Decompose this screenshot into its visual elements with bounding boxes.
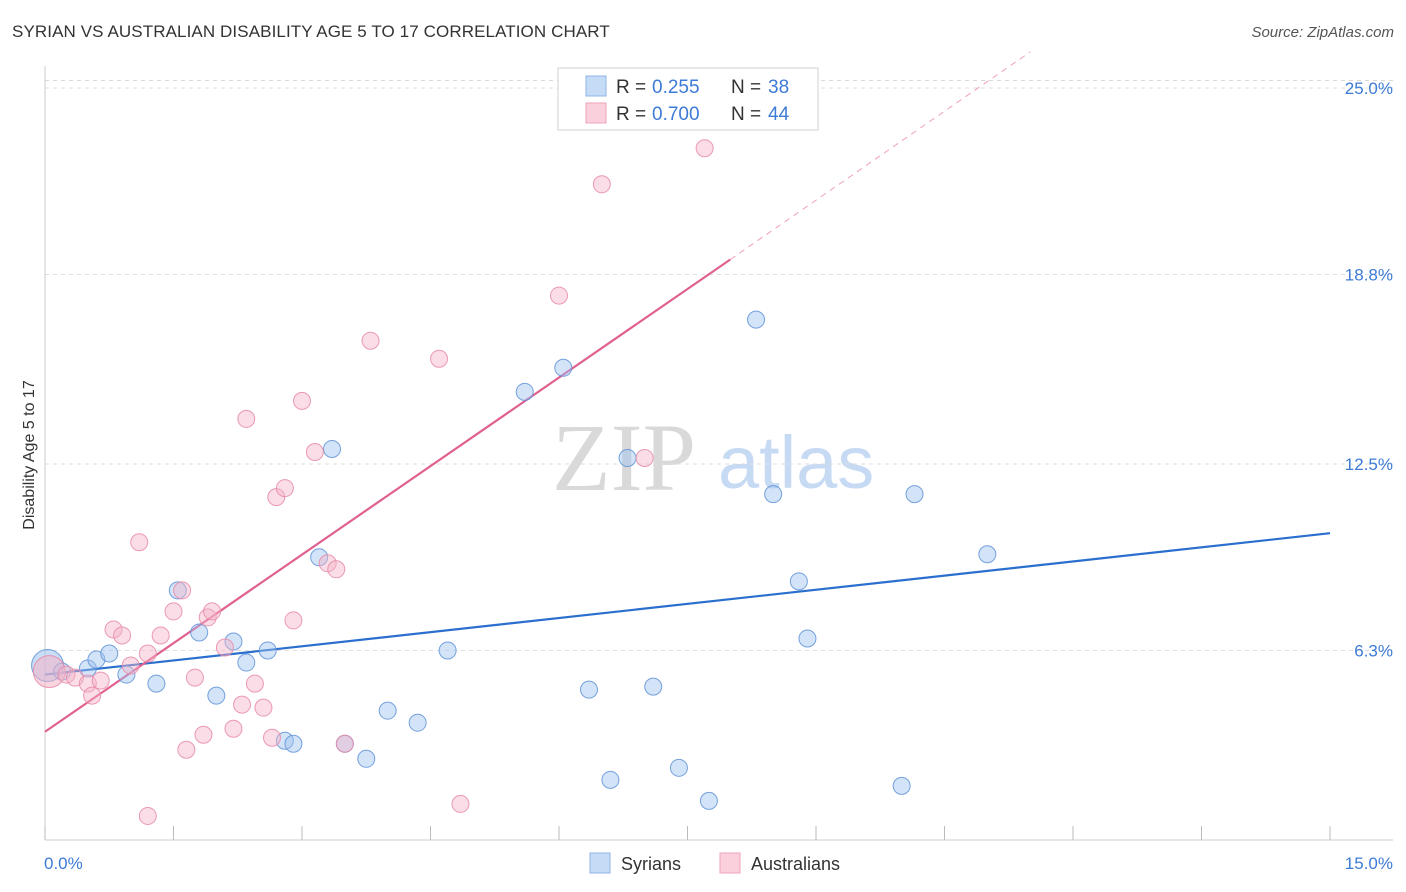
watermark-zip: ZIP (552, 404, 696, 511)
point-australian (164, 602, 183, 621)
point-australian (32, 655, 66, 689)
point-syrian (357, 749, 376, 768)
point-syrian (515, 382, 534, 401)
point-australian (194, 725, 213, 744)
point-syrian (978, 545, 997, 564)
point-australian (151, 626, 170, 645)
point-syrian (190, 623, 209, 642)
point-australian (550, 286, 568, 305)
point-syrian (237, 653, 256, 672)
point-australian (203, 602, 222, 621)
point-syrian (554, 358, 573, 377)
point-syrian (644, 677, 663, 696)
point-syrian (117, 665, 136, 684)
point-syrian (100, 644, 119, 663)
point-australian (635, 449, 654, 468)
y-tick-label: 18.8% (1345, 266, 1393, 285)
legend-syrians-n-value: 38 (768, 77, 789, 98)
point-syrian (905, 485, 924, 504)
point-australian (245, 674, 264, 693)
legend-australians-n-label: N = (731, 104, 761, 125)
point-australian (275, 479, 294, 498)
point-australian (173, 581, 192, 600)
point-australian (91, 671, 110, 690)
point-syrian (378, 701, 397, 720)
point-australian (224, 719, 243, 738)
axes: 6.3% 12.5% 18.8% 25.0% 0.0% 15.0% (44, 66, 1393, 873)
x-tick-label: 15.0% (1345, 854, 1393, 873)
point-australian (293, 391, 311, 410)
point-syrian (764, 485, 783, 504)
point-syrian (147, 674, 166, 693)
y-tick-label: 6.3% (1354, 642, 1393, 661)
point-australian (451, 794, 470, 813)
legend: R = 0.255 N = 38 R = 0.700 N = 44 (557, 67, 819, 131)
chart-title: SYRIAN VS AUSTRALIAN DISABILITY AGE 5 TO… (12, 22, 610, 41)
point-australian (138, 806, 157, 825)
point-australian (113, 626, 132, 645)
trend-line-syrians (44, 532, 1331, 676)
point-australian (138, 644, 157, 663)
point-syrian (669, 758, 688, 777)
point-syrian (284, 734, 303, 753)
legend-syrians-r-value: 0.255 (652, 77, 700, 98)
watermark-atlas: atlas (718, 421, 874, 504)
point-syrian (601, 770, 620, 789)
legend-syrians-r-label: R = (616, 77, 646, 98)
point-syrian (408, 713, 427, 732)
point-australian (695, 139, 714, 158)
point-australian (305, 442, 324, 461)
point-australian (592, 175, 611, 194)
y-tick-label: 25.0% (1345, 79, 1393, 98)
point-australian (237, 409, 256, 428)
point-australian (215, 638, 234, 657)
point-australian (430, 349, 449, 368)
y-tick-label: 12.5% (1345, 455, 1393, 474)
bottom-legend-swatch-syrians (589, 852, 611, 874)
trend-line-australians-extension (730, 51, 1031, 260)
source-note: Source: ZipAtlas.com (1251, 24, 1394, 41)
point-australian (361, 331, 380, 350)
point-australian (121, 656, 140, 675)
bottom-legend: Syrians Australians (589, 852, 840, 874)
data-points (31, 139, 997, 825)
point-australian (263, 728, 282, 747)
legend-syrians-n-label: N = (731, 77, 761, 98)
point-australian (233, 695, 252, 714)
point-australian (284, 611, 303, 630)
point-syrian (168, 581, 187, 600)
legend-swatch-syrians (585, 75, 607, 97)
point-syrian (618, 449, 637, 468)
legend-swatch-australians (585, 102, 607, 124)
legend-australians-r-label: R = (616, 104, 646, 125)
point-syrian (699, 791, 718, 810)
legend-australians-r-value: 0.700 (652, 104, 700, 125)
point-australian (254, 698, 273, 717)
grid (45, 80, 1395, 652)
bottom-legend-australians: Australians (751, 854, 840, 874)
point-australian (83, 686, 102, 705)
x-tick-label: 0.0% (44, 854, 83, 873)
point-australian (335, 734, 354, 753)
trend-line-australians (44, 258, 731, 733)
point-syrian (258, 641, 277, 660)
point-syrian (789, 572, 808, 591)
point-australian (177, 740, 196, 759)
point-syrian (747, 310, 766, 329)
point-syrian (207, 686, 226, 705)
bottom-legend-syrians: Syrians (621, 854, 681, 874)
point-syrian (798, 629, 817, 648)
bottom-legend-swatch-australians (719, 852, 741, 874)
point-syrian (579, 680, 598, 699)
legend-australians-n-value: 44 (768, 104, 790, 125)
point-australian (185, 668, 204, 687)
y-axis-label: Disability Age 5 to 17 (21, 380, 38, 530)
point-syrian (322, 439, 341, 458)
point-australian (130, 533, 149, 552)
point-syrian (438, 641, 457, 660)
point-australian (327, 560, 346, 579)
trend-lines (44, 51, 1331, 733)
point-syrian (892, 776, 911, 795)
